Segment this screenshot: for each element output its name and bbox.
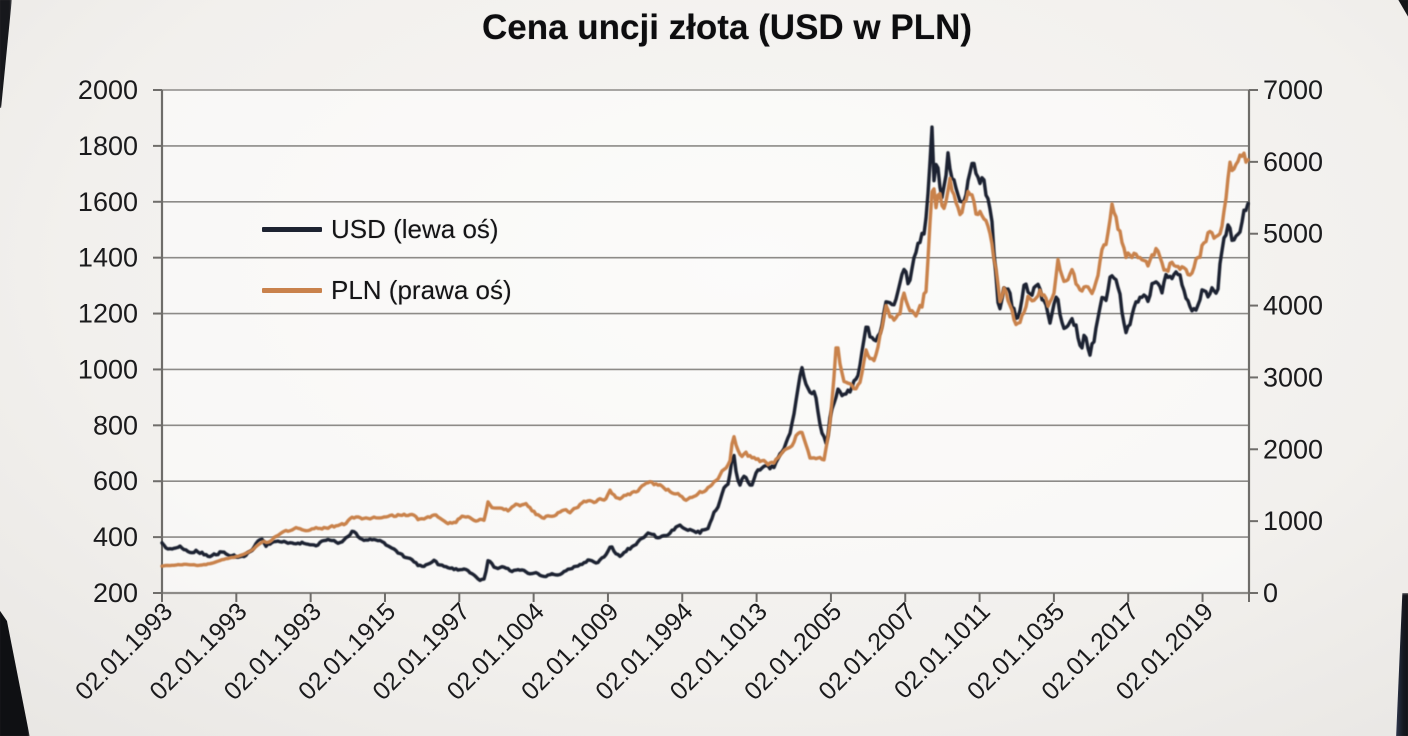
y-axis-left-label: 1800 <box>78 131 138 161</box>
chart-title: Cena uncji złota (USD w PLN) <box>481 8 973 47</box>
legend-item-usd: USD (lewa oś) <box>262 206 512 252</box>
y-axis-left-label: 200 <box>93 578 138 608</box>
y-axis-left-label: 2000 <box>78 75 138 105</box>
legend: USD (lewa oś) PLN (prawa oś) <box>262 206 512 328</box>
y-axis-right-label: 3000 <box>1263 362 1323 392</box>
legend-label-pln: PLN (prawa oś) <box>331 274 512 305</box>
y-axis-right-label: 7000 <box>1263 75 1323 105</box>
y-axis-left-label: 600 <box>93 466 138 496</box>
y-axis-left-label: 1000 <box>78 354 138 384</box>
pln-series-line <box>160 151 1250 568</box>
y-axis-right-label: 4000 <box>1263 291 1323 321</box>
legend-item-pln: PLN (prawa oś) <box>262 267 512 313</box>
y-axis-left-label: 400 <box>93 522 138 552</box>
y-axis-left-label: 1600 <box>78 187 138 217</box>
y-axis-left-label: 800 <box>93 410 138 440</box>
usd-line-swatch <box>262 226 322 232</box>
y-axis-right-label: 6000 <box>1263 147 1323 177</box>
y-axis-right-label: 1000 <box>1263 506 1323 536</box>
y-axis-left-label: 1400 <box>78 243 138 273</box>
plot-background <box>162 90 1249 593</box>
y-axis-right-label: 0 <box>1263 578 1278 608</box>
y-axis-left-label: 1200 <box>78 299 138 329</box>
legend-label-usd: USD (lewa oś) <box>331 213 499 244</box>
pln-line-swatch <box>262 287 322 293</box>
y-axis-right-label: 2000 <box>1263 434 1323 464</box>
y-axis-right-label: 5000 <box>1263 219 1323 249</box>
bezel-corner-bottom-right <box>1396 593 1408 736</box>
usd-series-line <box>160 125 1250 583</box>
